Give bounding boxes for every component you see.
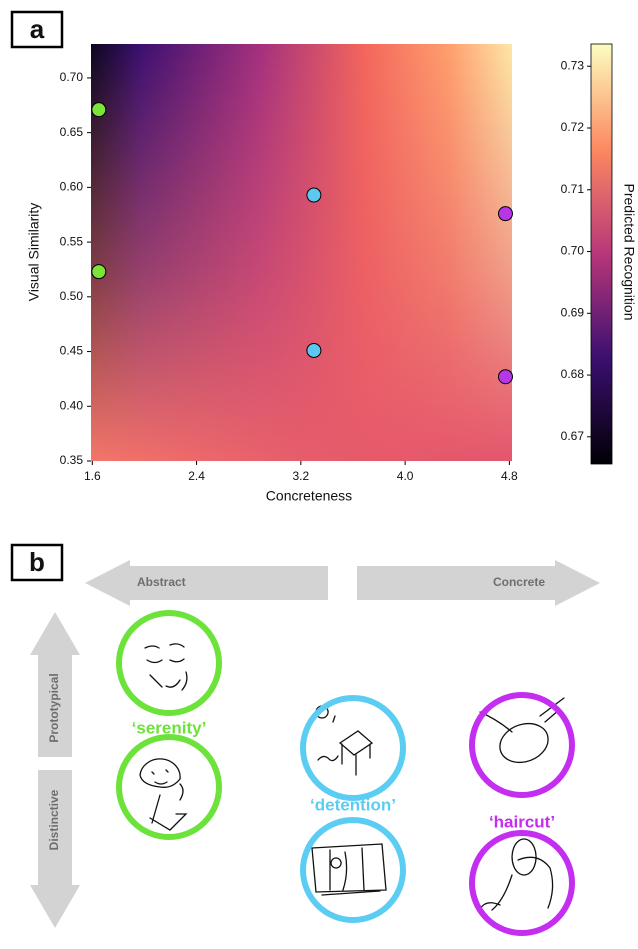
heatmap [91,44,512,461]
sketch [312,844,386,895]
word-label: ‘serenity’ [132,718,207,737]
y-tick-label: 0.60 [60,180,84,194]
arrow-label: Prototypical [47,673,61,742]
arrow-right [357,560,600,606]
point [307,343,321,357]
panel-label: b [29,547,45,577]
colorbar-tick-label: 0.71 [561,182,585,196]
colorbar-tick-label: 0.73 [561,58,585,72]
word-label: ‘detention’ [310,795,396,814]
x-tick-label: 4.8 [501,469,518,483]
y-tick-label: 0.65 [60,125,84,139]
y-axis-title: Visual Similarity [26,203,42,302]
sketch [480,839,553,910]
y-tick-label: 0.50 [60,289,84,303]
colorbar [591,44,612,464]
x-axis-title: Concreteness [266,488,352,504]
sketch-circle [119,613,219,713]
colorbar-tick-label: 0.70 [561,244,585,258]
point [92,265,106,279]
y-tick-label: 0.35 [60,453,84,467]
point [498,207,512,221]
sketch [145,644,187,690]
colorbar-tick-label: 0.69 [561,305,585,319]
x-tick-label: 3.2 [293,469,310,483]
arrow-label: Distinctive [47,789,61,850]
point [307,188,321,202]
colorbar-tick-label: 0.68 [561,367,585,381]
panel-label: a [30,14,45,44]
point [92,103,106,117]
y-tick-label: 0.45 [60,344,84,358]
sketches [119,613,572,933]
sketch-circle [303,820,403,920]
figure: a Concreteness Visual Similarity Predict… [0,0,638,944]
arrow-left [85,560,328,606]
x-tick-label: 4.0 [397,469,414,483]
sketch-circle [303,698,403,798]
sketch-circle [472,695,572,795]
colorbar-title: Predicted Recognition [621,184,637,321]
colorbar-tick-label: 0.72 [561,120,585,134]
y-tick-label: 0.70 [60,70,84,84]
y-tick-label: 0.55 [60,234,84,248]
sketch [140,759,186,830]
point [498,370,512,384]
x-tick-label: 2.4 [188,469,205,483]
word-label: ‘haircut’ [489,812,555,831]
colorbar-tick-label: 0.67 [561,429,585,443]
y-tick-label: 0.40 [60,398,84,412]
sketch-circle [472,833,572,933]
arrow-label: Abstract [137,575,186,589]
x-tick-label: 1.6 [84,469,101,483]
arrow-label: Concrete [493,575,545,589]
sketch [316,706,372,775]
